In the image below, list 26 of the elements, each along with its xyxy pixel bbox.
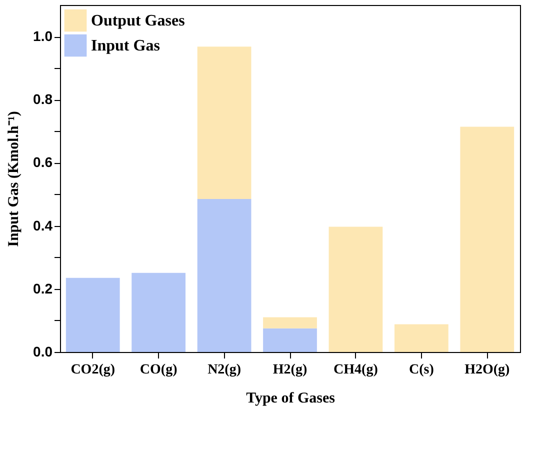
x-tick-label: H2(g) [272, 362, 308, 378]
text: 0.0 [33, 344, 52, 360]
y-tick-label: 0.4 [33, 217, 53, 234]
x-tick-label: CH4(g) [334, 362, 378, 378]
legend-label: Input Gas [91, 38, 160, 54]
y-tick-label: 0.8 [33, 91, 53, 108]
bar [66, 278, 120, 352]
bar [394, 324, 448, 352]
bar [263, 317, 317, 328]
x-tick-label: CO(g) [140, 362, 178, 378]
x-axis-title: Type of Gases [246, 390, 336, 406]
bar [197, 199, 252, 352]
y-tick-label: 0.2 [33, 280, 53, 296]
bar [132, 272, 186, 352]
x-tick-label: H2O(g) [464, 362, 510, 378]
y-axis-title: Input Gas (Kmol.h⁻¹) [6, 111, 22, 247]
x-tick-label: CO2(g) [70, 362, 116, 378]
y-tick-label: 0.6 [33, 154, 53, 170]
legend-label: Output Gases [91, 12, 185, 30]
bar [197, 46, 252, 200]
bar [328, 226, 383, 352]
x-tick-label: C(s) [408, 362, 434, 378]
bar [460, 126, 514, 352]
x-tick-label: N2(g) [208, 362, 242, 378]
y-tick-label: 1.0 [33, 28, 53, 44]
bar [263, 328, 317, 352]
